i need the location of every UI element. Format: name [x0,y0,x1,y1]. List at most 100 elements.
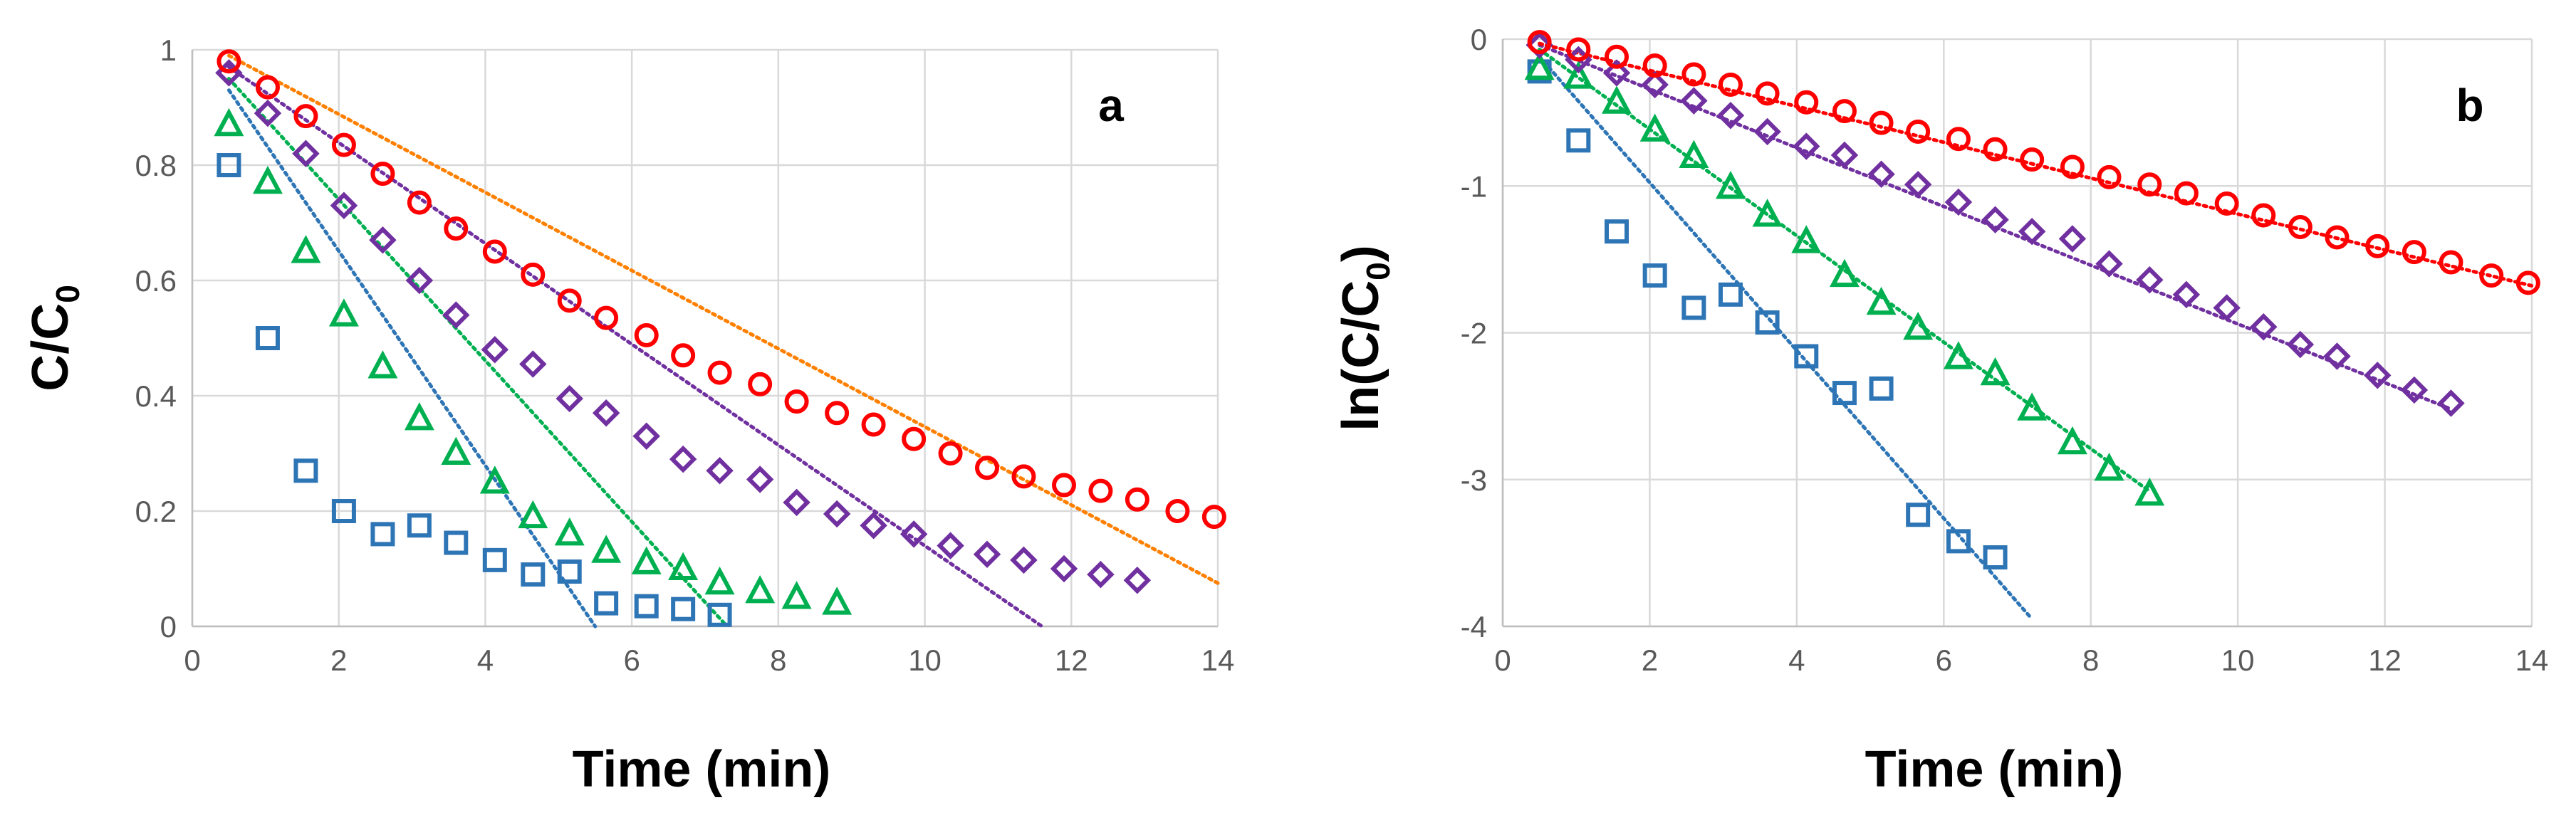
ticks-b: 0 2 4 6 8 10 12 14 -4 -3 -2 -1 0 [1461,23,2549,677]
data-point-diamond [2250,313,2278,341]
data-point-triangle [1791,225,1822,253]
data-point-diamond [2323,342,2351,370]
data-point-diamond [706,457,734,485]
data-point-circle [748,372,773,396]
data-point-square [1946,529,1971,554]
data-point-square [557,559,582,584]
data-point-circle [2251,203,2276,228]
data-point-triangle [2017,392,2048,421]
data-point-diamond [1050,554,1078,583]
data-point-triangle [328,298,359,327]
markers-b [1524,30,2540,570]
trendline [226,53,1220,585]
data-point-diamond [2437,389,2465,417]
data-point-circle [1832,99,1857,124]
x-axis-title-b: Time (min) [1865,741,2124,798]
data-point-square [1604,219,1629,244]
data-point-circle [2020,147,2045,172]
data-point-diamond [292,140,320,168]
data-point-diamond [1602,59,1631,87]
data-point-square [1718,282,1743,307]
data-point-circle [521,262,546,287]
panel-label-b: b [2456,80,2483,131]
data-point-circle [2365,233,2390,258]
data-point-square [1566,128,1591,153]
data-point-triangle [1829,258,1860,288]
data-point-diamond [2364,362,2392,389]
trendline [1538,55,2034,621]
data-point-diamond [1641,70,1669,99]
data-point-diamond [860,512,887,540]
data-point-triangle [1679,140,1709,168]
data-point-circle [825,401,850,426]
x-axis-title-a: Time (min) [573,741,831,798]
x-tick-label: 8 [2082,643,2099,677]
x-tick-label: 4 [1788,643,1805,677]
data-point-triangle [822,587,852,615]
data-point-circle [1527,30,1552,55]
data-point-diamond [1944,188,1973,216]
data-point-triangle [1715,170,1746,199]
y-axis-title-a-sub: 0 [49,285,86,303]
y-axis-title-a-main: C/C [22,303,79,391]
data-point-circle [2137,172,2162,197]
data-point-triangle [1903,311,1934,340]
x-tick-label: 12 [1055,643,1088,677]
data-point-circle [217,49,241,74]
x-tick-label: 2 [1642,643,1658,677]
y-tick-label: -3 [1461,463,1487,497]
data-point-square [521,562,546,587]
data-point-circle [784,389,809,414]
data-point-square [255,326,280,350]
x-tick-label: 8 [770,643,786,677]
data-point-circle [2214,191,2239,216]
data-point-circle [1642,53,1667,78]
data-point-diamond [746,466,774,493]
y-axis-title-b: ln(C/C0) [1333,245,1397,431]
data-point-triangle [591,535,622,563]
data-point-diamond [330,191,358,219]
data-point-triangle [1601,85,1632,114]
trendline [1538,43,2453,411]
data-point-circle [2097,164,2122,189]
data-point-square [1906,503,1931,527]
data-point-diamond [1716,102,1745,130]
data-point-circle [2402,240,2426,265]
data-point-diamond [1830,141,1859,169]
data-point-circle [938,441,963,466]
y-tick-label: -2 [1461,317,1487,350]
data-point-triangle [668,552,699,580]
data-point-triangle [479,466,510,494]
grid-a [191,48,1219,628]
data-point-circle [1983,137,2008,162]
panel-label-a: a [1098,80,1124,131]
data-point-circle [444,216,469,241]
data-point-circle [1201,505,1226,530]
x-tick-label: 10 [2221,643,2255,677]
y-tick-label: 0.2 [135,495,177,528]
data-point-square [370,522,395,547]
data-point-circle [2439,250,2463,275]
y-axis-title-b-main: ln(C/C [1333,280,1389,431]
data-point-diamond [1904,170,1932,199]
data-point-circle [1566,37,1591,62]
ticks-a: 0 2 4 6 8 10 12 14 0 0.2 0.4 0.6 0.8 1 [135,33,1235,677]
data-point-diamond [669,445,697,473]
data-point-triangle [2094,452,2124,481]
data-point-diamond [2095,250,2123,278]
data-point-triangle [1980,357,2011,386]
data-point-circle [1755,81,1780,106]
data-point-diamond [823,500,851,528]
data-point-square [407,513,432,538]
y-tick-label: 0 [1471,23,1487,56]
data-point-diamond [556,384,583,413]
data-point-square [707,602,732,627]
data-point-circle [707,360,732,385]
data-point-diamond [592,399,620,427]
y-axis-title-a: C/C0 [22,285,86,391]
data-point-circle [902,426,927,451]
data-point-triangle [2057,426,2087,455]
data-point-triangle [252,165,283,194]
data-point-diamond [1793,132,1820,160]
y-axis-title-b-sub: 0 [1360,262,1397,280]
